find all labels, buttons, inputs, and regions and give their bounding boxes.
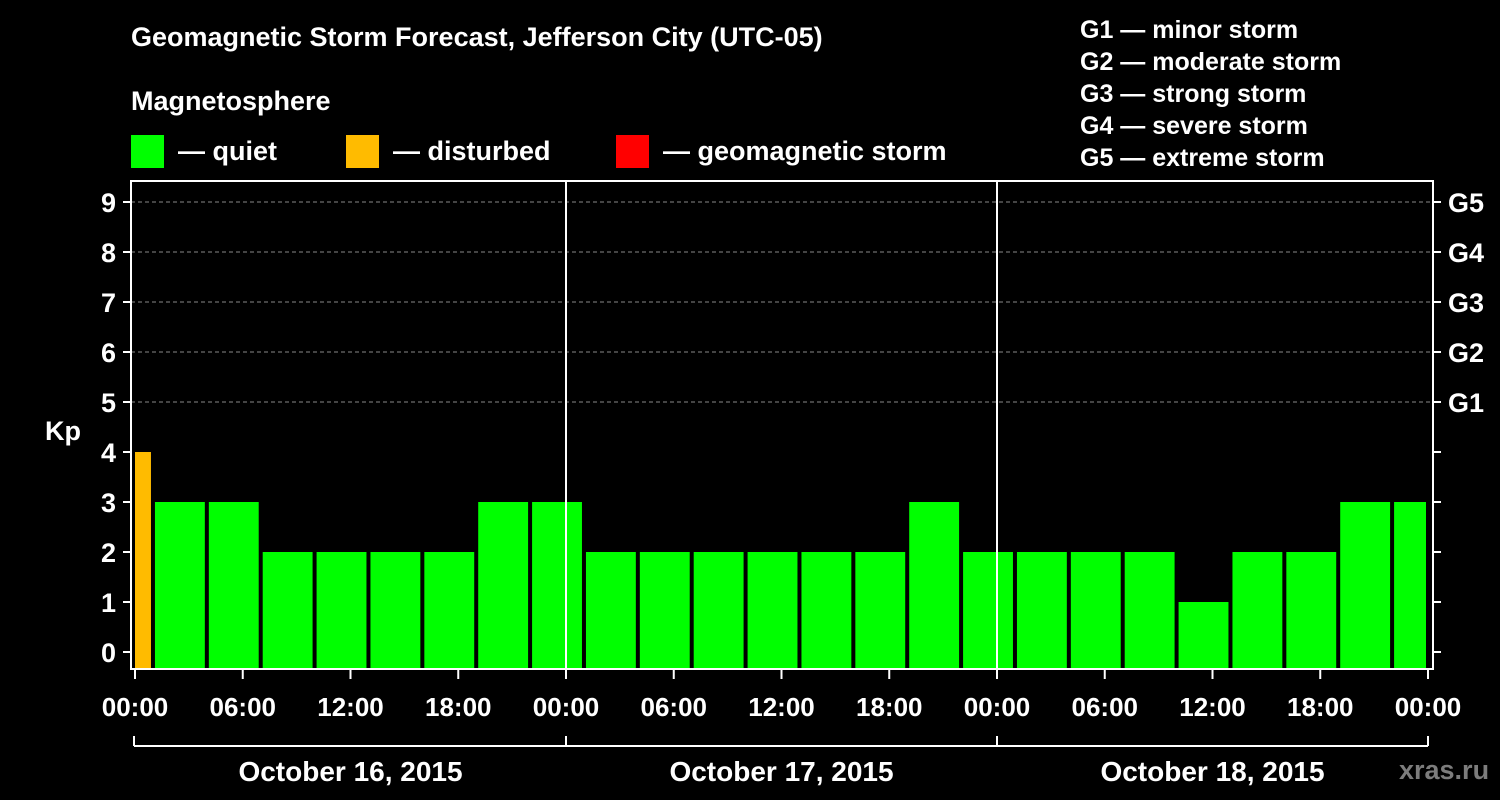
kp-bar: [1070, 552, 1121, 669]
x-tick-label: 12:00: [317, 692, 384, 722]
g-level-label: G3: [1448, 288, 1484, 318]
kp-bar: [963, 552, 1013, 669]
magnetosphere-heading: Magnetosphere: [131, 86, 331, 116]
kp-bar: [747, 552, 798, 669]
kp-bar: [801, 552, 852, 669]
quiet-swatch: [131, 134, 164, 168]
kp-bar: [532, 502, 582, 669]
kp-bar: [262, 552, 313, 669]
y-tick-label: 3: [101, 488, 116, 518]
x-tick-label: 00:00: [1395, 692, 1462, 722]
kp-bar: [154, 502, 205, 669]
kp-bar: [1394, 502, 1426, 669]
kp-bar: [478, 502, 529, 669]
x-tick-label: 00:00: [533, 692, 600, 722]
y-tick-label: 5: [101, 388, 116, 418]
watermark: xras.ru: [1399, 755, 1490, 785]
storm-swatch: [616, 134, 649, 168]
y-tick-label: 1: [101, 588, 116, 618]
x-tick-label: 18:00: [856, 692, 923, 722]
x-tick-label: 00:00: [102, 692, 169, 722]
kp-bar: [1178, 602, 1229, 669]
g-level-label: G4: [1448, 238, 1484, 268]
kp-bar: [585, 552, 636, 669]
y-tick-label: 6: [101, 338, 116, 368]
y-axis-label: Kp: [45, 416, 81, 446]
x-tick-label: 12:00: [748, 692, 815, 722]
x-tick-label: 18:00: [425, 692, 492, 722]
x-tick-label: 12:00: [1179, 692, 1246, 722]
legend-disturbed: — disturbed: [346, 134, 551, 168]
day-label: October 18, 2015: [1100, 756, 1324, 787]
kp-bar: [1232, 552, 1283, 669]
disturbed-swatch: [346, 134, 379, 168]
g-scale-item: G4 — severe storm: [1080, 112, 1308, 140]
kp-bar: [208, 502, 259, 669]
kp-bar: [1340, 502, 1391, 669]
x-tick-label: 06:00: [210, 692, 277, 722]
kp-bar: [1286, 552, 1337, 669]
y-tick-label: 0: [101, 638, 116, 668]
day-label: October 17, 2015: [669, 756, 893, 787]
y-tick-label: 8: [101, 238, 116, 268]
kp-bar: [693, 552, 744, 669]
x-tick-label: 06:00: [641, 692, 708, 722]
y-tick-label: 4: [101, 438, 116, 468]
legend-storm: — geomagnetic storm: [616, 134, 947, 168]
g-scale-item: G5 — extreme storm: [1080, 144, 1325, 172]
g-scale-item: G3 — strong storm: [1080, 80, 1307, 108]
kp-bar: [1124, 552, 1175, 669]
y-tick-label: 7: [101, 288, 116, 318]
g-level-label: G5: [1448, 188, 1484, 218]
chart-title: Geomagnetic Storm Forecast, Jefferson Ci…: [131, 22, 823, 52]
g-level-label: G1: [1448, 388, 1484, 418]
g-scale-item: G2 — moderate storm: [1080, 48, 1342, 76]
legend-quiet-label: — quiet: [178, 135, 277, 166]
x-tick-label: 18:00: [1287, 692, 1354, 722]
legend-storm-label: — geomagnetic storm: [663, 135, 947, 166]
g-scale-legend: G1 — minor storm G2 — moderate storm G3 …: [1080, 14, 1341, 174]
kp-bar: [424, 552, 475, 669]
legend-quiet: — quiet: [131, 134, 277, 168]
kp-bar: [1016, 552, 1067, 669]
kp-bar: [316, 552, 367, 669]
kp-bar: [855, 552, 906, 669]
g-scale-item: G1 — minor storm: [1080, 16, 1299, 44]
x-tick-label: 00:00: [964, 692, 1031, 722]
y-tick-label: 9: [101, 188, 116, 218]
legend-disturbed-label: — disturbed: [393, 135, 551, 166]
x-tick-label: 06:00: [1072, 692, 1139, 722]
kp-bar: [639, 552, 690, 669]
kp-bar: [909, 502, 960, 669]
y-tick-label: 2: [101, 538, 116, 568]
g-level-label: G2: [1448, 338, 1484, 368]
kp-bar: [135, 452, 151, 669]
day-label: October 16, 2015: [238, 756, 462, 787]
kp-bar: [370, 552, 421, 669]
